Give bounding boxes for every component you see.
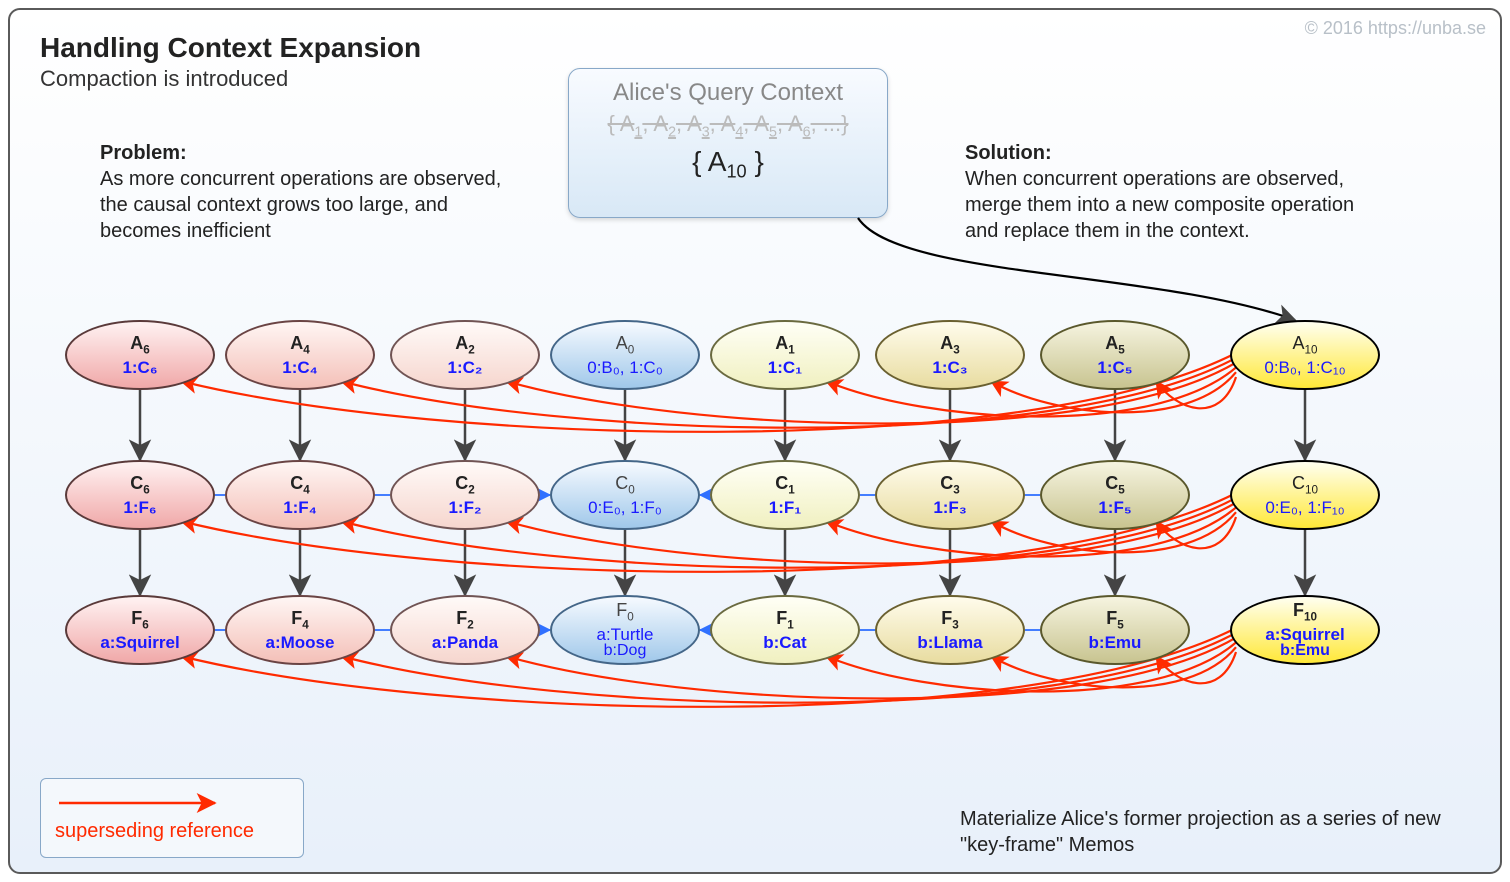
node: A100:B₀, 1:C₁₀ [1230,320,1380,390]
node: F0a:Turtleb:Dog [550,595,700,665]
node: C31:F₃ [875,460,1025,530]
node: A61:C₆ [65,320,215,390]
node: F1b:Cat [710,595,860,665]
node: F4a:Moose [225,595,375,665]
node: C61:F₆ [65,460,215,530]
legend-box: superseding reference [40,778,304,858]
query-context-box: Alice's Query Context { A1, A2, A3, A4, … [568,68,888,218]
diagram-frame: © 2016 https://unba.se Handling Context … [8,8,1502,874]
legend-arrow-icon [55,789,285,817]
node: A11:C₁ [710,320,860,390]
problem-heading: Problem: [100,142,187,164]
node: F10a:Squirrelb:Emu [1230,595,1380,665]
node: F2a:Panda [390,595,540,665]
node: A51:C₅ [1040,320,1190,390]
node: A21:C₂ [390,320,540,390]
node: F6a:Squirrel [65,595,215,665]
context-old: { A1, A2, A3, A4, A5, A6, ...} [569,111,887,140]
page-subtitle: Compaction is introduced [40,66,288,92]
page-title: Handling Context Expansion [40,32,421,64]
solution-text: Solution: When concurrent operations are… [965,140,1385,244]
solution-heading: Solution: [965,142,1052,164]
materialize-caption: Materialize Alice's former projection as… [960,806,1460,858]
legend-label: superseding reference [55,820,289,843]
node: C51:F₅ [1040,460,1190,530]
node: F3b:Llama [875,595,1025,665]
node: C21:F₂ [390,460,540,530]
copyright: © 2016 https://unba.se [1305,18,1486,39]
context-title: Alice's Query Context [569,79,887,107]
node: C41:F₄ [225,460,375,530]
node: F5b:Emu [1040,595,1190,665]
problem-body: As more concurrent operations are observ… [100,168,501,242]
node: C00:E₀, 1:F₀ [550,460,700,530]
node: A41:C₄ [225,320,375,390]
problem-text: Problem: As more concurrent operations a… [100,140,520,244]
context-new: { A10 } [569,146,887,183]
node: A31:C₃ [875,320,1025,390]
node: C11:F₁ [710,460,860,530]
node: C100:E₀, 1:F₁₀ [1230,460,1380,530]
node: A00:B₀, 1:C₀ [550,320,700,390]
solution-body: When concurrent operations are observed,… [965,168,1354,242]
